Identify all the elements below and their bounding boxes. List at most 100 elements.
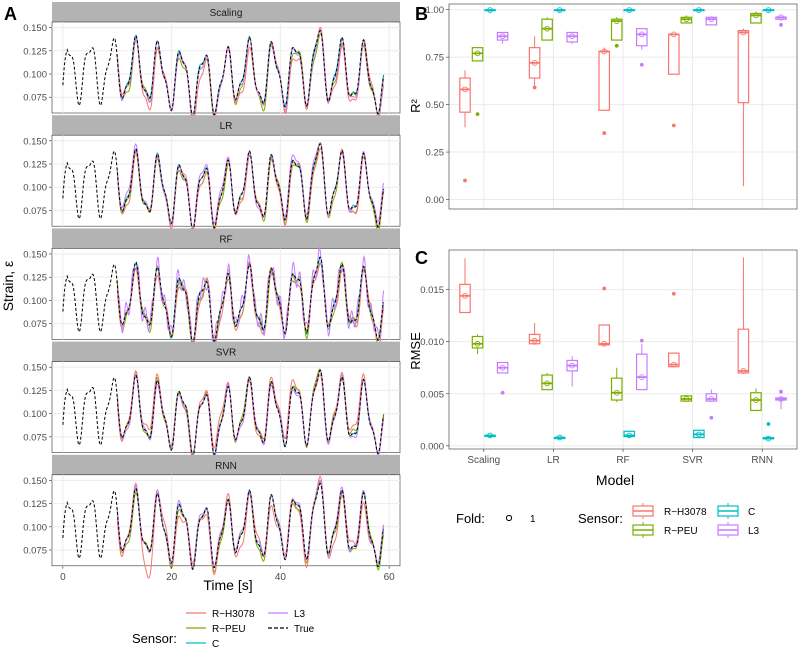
panel-b-rh3078-svr-fold-point — [670, 31, 677, 38]
panel-c-c-svr-fold-point — [696, 431, 702, 438]
panel-b-rh3078-rnn-box — [737, 29, 750, 104]
sensor-box-legend: Sensor: R−H3078 R−PEU C L3 — [578, 503, 760, 538]
panel-b-rh3078-lr-fold-point — [531, 59, 538, 66]
tick-label-x-1: 20 — [166, 572, 178, 583]
panel-c-rh3078-lr-fold-point — [531, 337, 538, 344]
tick-label-y-scaling-1: 0.100 — [23, 70, 47, 81]
panel-b-rpeu-scaling-fold-point — [474, 50, 481, 57]
panel-b-plot-border — [448, 3, 798, 210]
series-line-true-rnn — [62, 482, 385, 571]
facet-strip-lr — [52, 115, 400, 136]
panel-c-l3-rnn-fold-point — [778, 396, 784, 402]
facet-strip-label-rnn: RNN — [215, 461, 237, 472]
panel-b-rpeu-scaling-box — [471, 47, 484, 62]
panel-b-l3-scaling-fold-point — [499, 33, 506, 40]
panel-b-tick-label-y-4: 1.00 — [426, 5, 445, 16]
tick-label-y-rnn-2: 0.125 — [23, 499, 47, 510]
facet-strip-rnn — [52, 454, 400, 475]
tick-label-y-rf-2: 0.125 — [23, 273, 47, 284]
tick-label-y-svr-0: 0.075 — [23, 432, 47, 443]
panel-b-rh3078-scaling-fold-point — [462, 86, 468, 93]
facet-panel-scaling — [51, 21, 401, 114]
legend-label-rh3078: R−H3078 — [212, 609, 255, 620]
tick-label-y-rnn-0: 0.075 — [23, 546, 47, 557]
facet-strip-label-lr: LR — [220, 121, 233, 132]
panel-b-rh3078-rf-box — [598, 50, 611, 111]
panel-b-l3-svr-fold-point — [708, 16, 715, 23]
panel-c-rpeu-rf-box — [610, 377, 623, 401]
facet-strip-label-rf: RF — [219, 234, 232, 245]
panel-b-l3-rnn-fold-point — [778, 14, 784, 21]
series-line-true-lr — [62, 143, 385, 231]
panel-label-b: B — [415, 4, 428, 24]
panel-b-rpeu-rf-fold-point — [613, 18, 620, 24]
panel-b-rpeu-rf-outlier-0 — [614, 43, 619, 48]
tick-label-y-lr-1: 0.100 — [23, 183, 47, 194]
panel-c-tick-label-x-rf: RF — [616, 455, 629, 466]
panel-b-rh3078-scaling-box — [459, 77, 471, 113]
panel-label-a: A — [4, 4, 17, 24]
panel-c-l3-svr-box — [705, 393, 718, 402]
panel-b-l3-rnn-outlier-0 — [779, 22, 783, 27]
panel-c-c-rnn-fold-point — [765, 435, 772, 442]
panel-c-c-scaling-fold-point — [487, 432, 493, 439]
panel-c-l3-scaling-outlier-0 — [500, 390, 505, 395]
panel-b-l3-lr-fold-point — [569, 33, 576, 40]
facet-strip-scaling — [52, 2, 400, 22]
panel-b-l3-rf-fold-point — [638, 31, 645, 38]
panel-c-l3-svr-outlier-0 — [709, 415, 714, 420]
panel-c-rpeu-svr-fold-point — [683, 396, 690, 402]
tick-label-y-scaling-0: 0.075 — [23, 93, 47, 104]
legend-label-true: True — [294, 624, 315, 635]
panel-c-tick-label-x-rnn: RNN — [751, 455, 773, 466]
panel-c-rmse-boxplot: 0.000 0.005 0.010 0.015 Scaling LR RF SVR RNN — [420, 249, 798, 466]
tick-label-y-scaling-2: 0.125 — [23, 46, 47, 57]
panel-c-l3-rf-fold-point — [638, 374, 645, 380]
panel-c-rh3078-svr-outlier-0 — [671, 291, 676, 296]
panel-c-c-rf-box — [623, 430, 636, 438]
tick-label-y-rf-1: 0.100 — [23, 296, 47, 307]
tick-label-x-2: 40 — [275, 572, 287, 583]
facet-panel-lr — [51, 134, 401, 227]
tick-label-y-lr-0: 0.075 — [23, 206, 47, 217]
panel-c-rpeu-rf-fold-point — [613, 389, 620, 396]
fold-legend-title: Fold: — [456, 511, 485, 526]
legend-label-l3: L3 — [294, 609, 306, 620]
panel-c-rh3078-rf-outlier-0 — [602, 286, 607, 291]
panel-b-rpeu-rf-box — [610, 18, 623, 41]
series-line-true-rf — [62, 256, 385, 344]
sensor-box-legend-title: Sensor: — [578, 511, 623, 526]
fold-legend: Fold: 1 — [456, 511, 536, 526]
panel-c-rh3078-svr-fold-point — [670, 361, 677, 368]
panel-c-c-lr-fold-point — [556, 434, 563, 441]
panel-b-rh3078-scaling-outlier-0 — [463, 178, 467, 183]
panel-b-y-axis-title: R² — [408, 98, 423, 112]
panel-c-tick-label-x-svr: SVR — [682, 455, 703, 466]
panel-c-tick-label-x-scaling: Scaling — [467, 455, 500, 466]
tick-label-y-rnn-1: 0.100 — [23, 522, 47, 533]
panel-c-x-axis-title: Model — [596, 472, 634, 488]
panel-b-c-rnn-fold-point — [765, 7, 772, 13]
panel-c-rpeu-lr-box — [541, 374, 553, 391]
tick-label-x-3: 60 — [384, 572, 396, 583]
panel-c-rh3078-scaling-fold-point — [462, 292, 468, 299]
facet-strip-rf — [52, 228, 400, 249]
panel-c-rh3078-rnn-box — [737, 328, 750, 374]
series-line-true-scaling — [62, 29, 385, 118]
panel-c-y-axis-title: RMSE — [408, 332, 423, 370]
tick-label-y-svr-1: 0.100 — [23, 409, 47, 420]
facet-panel-rnn — [51, 474, 401, 567]
panel-b-c-lr-fold-point — [556, 7, 563, 13]
panel-c-rpeu-lr-fold-point — [544, 380, 550, 387]
panel-b-r2-boxplot: 0.00 0.25 0.50 0.75 1.00 — [426, 3, 798, 210]
panel-a-legend: Sensor: R−H3078 R−PEU C L3 True — [132, 609, 315, 650]
panel-b-c-svr-fold-point — [696, 7, 702, 13]
panel-c-rpeu-rnn-fold-point — [753, 397, 759, 403]
facet-panel-svr — [51, 361, 401, 453]
panel-b-tick-label-y-2: 0.50 — [426, 100, 445, 111]
series-line-true-svr — [62, 369, 385, 457]
panel-a-x-axis-title: Time [s] — [203, 577, 252, 593]
panel-b-rpeu-svr-box — [680, 16, 693, 24]
panel-b-tick-label-y-1: 0.25 — [426, 148, 445, 159]
panel-c-l3-rf-box — [635, 353, 648, 391]
